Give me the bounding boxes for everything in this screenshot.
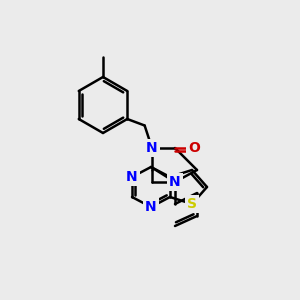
Text: N: N (169, 175, 181, 189)
Text: O: O (188, 141, 200, 155)
Text: N: N (146, 141, 158, 155)
Text: S: S (187, 197, 197, 211)
Text: N: N (126, 170, 138, 184)
Text: N: N (145, 200, 157, 214)
